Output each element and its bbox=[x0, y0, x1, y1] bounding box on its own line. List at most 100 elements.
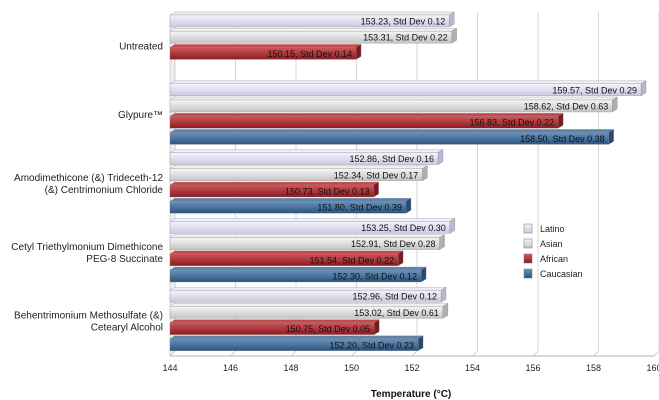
bar-value-label: 150.15, Std Dev 0.14 bbox=[267, 49, 352, 59]
bar-front bbox=[169, 14, 450, 28]
bar-latino bbox=[169, 218, 456, 234]
bar-front bbox=[169, 83, 642, 96]
bar-value-label: 152.96, Std Dev 0.12 bbox=[352, 292, 437, 302]
bar-front bbox=[169, 221, 450, 234]
bar-top bbox=[169, 129, 615, 133]
x-tick-label: 148 bbox=[283, 363, 298, 373]
bar-value-label: 153.25, Std Dev 0.30 bbox=[361, 223, 446, 233]
bar-front bbox=[169, 237, 440, 250]
bar-value-label: 150.73, Std Dev 0.13 bbox=[285, 187, 370, 197]
legend-swatch-african bbox=[523, 253, 533, 264]
grid-foot bbox=[532, 350, 539, 357]
bar-top bbox=[169, 165, 428, 169]
x-tick-label: 156 bbox=[525, 363, 540, 373]
bar-front bbox=[169, 132, 609, 145]
category-label: Cetearyl Alcohol bbox=[91, 323, 163, 334]
bar-top bbox=[169, 149, 444, 153]
bar-top bbox=[169, 28, 458, 32]
labels-layer: 144 146 148 150 152 154 156 158 160 Untreated 153.… bbox=[11, 17, 659, 374]
bar-caucasian bbox=[169, 335, 424, 352]
bar-front bbox=[169, 338, 419, 351]
category-label: Glypure™ bbox=[118, 110, 163, 121]
bar-caucasian bbox=[169, 266, 427, 283]
grid-foot bbox=[290, 350, 297, 357]
category-label: (&) Centrimonium Chloride bbox=[45, 185, 164, 196]
x-axis-title: Temperature (°C) bbox=[371, 389, 452, 400]
bar-asian bbox=[169, 27, 458, 44]
bar-front bbox=[169, 116, 559, 129]
grid-foot bbox=[230, 350, 236, 357]
legend-label-african: African bbox=[540, 254, 568, 264]
bar-african bbox=[169, 319, 380, 335]
legend-label-asian: Asian bbox=[540, 239, 563, 249]
legend: Latino Asian African Caucasian bbox=[523, 223, 583, 279]
bar-value-label: 151.54, Std Dev 0.22 bbox=[310, 255, 395, 265]
bar-value-label: 152.86, Std Dev 0.16 bbox=[349, 154, 434, 164]
bar-value-label: 153.31, Std Dev 0.22 bbox=[363, 33, 448, 43]
x-tick-label: 152 bbox=[404, 363, 419, 373]
bar-front bbox=[169, 322, 375, 335]
bar-front bbox=[169, 306, 444, 319]
bar-value-label: 152.20, Std Dev 0.23 bbox=[329, 340, 414, 350]
bar-latino bbox=[169, 11, 455, 28]
bar-front bbox=[169, 184, 374, 198]
bar-top bbox=[169, 80, 647, 84]
bar-african bbox=[169, 250, 404, 267]
grid-foot bbox=[411, 350, 418, 357]
bar-value-label: 158.50, Std Dev 0.38 bbox=[520, 134, 605, 144]
legend-label-latino: Latino bbox=[540, 224, 565, 234]
bar-african bbox=[169, 44, 362, 60]
x-tick-label: 158 bbox=[586, 363, 601, 373]
category-label: Amodimethicone (&) Trideceth-12 bbox=[14, 173, 163, 184]
category-label: Untreated bbox=[119, 41, 163, 52]
legend-label-caucasian: Caucasian bbox=[540, 269, 583, 279]
bar-front bbox=[169, 47, 357, 60]
bar-value-label: 159.57, Std Dev 0.29 bbox=[552, 85, 637, 95]
bar-african bbox=[169, 112, 564, 129]
bar-front bbox=[169, 168, 423, 181]
bars-layer bbox=[169, 11, 647, 352]
bar-top bbox=[169, 11, 455, 16]
grid-foot bbox=[593, 350, 599, 357]
bar-asian bbox=[169, 303, 449, 319]
bar-top bbox=[169, 319, 380, 323]
bar-value-label: 153.02, Std Dev 0.61 bbox=[354, 308, 439, 318]
category-label: PEG-8 Succinate bbox=[86, 254, 163, 265]
bar-value-label: 156.83, Std Dev 0.22 bbox=[470, 118, 555, 128]
bar-front bbox=[169, 269, 422, 283]
bar-front bbox=[169, 253, 399, 266]
grid-foot bbox=[472, 350, 478, 357]
bar-asian bbox=[169, 234, 446, 250]
bar-front bbox=[169, 152, 439, 165]
bar-value-label: 151.80, Std Dev 0.39 bbox=[317, 203, 402, 213]
bar-caucasian bbox=[169, 129, 615, 145]
x-tick-label: 154 bbox=[465, 363, 480, 373]
bar-front bbox=[169, 290, 442, 303]
category-label: Behentrimonium Methosulfate (&) bbox=[14, 311, 163, 322]
x-tick-label: 160 bbox=[646, 363, 659, 373]
grid-foot bbox=[653, 350, 659, 357]
bar-front bbox=[169, 31, 452, 44]
bar-latino bbox=[169, 149, 444, 165]
grid-foot bbox=[351, 350, 357, 357]
bar-front bbox=[169, 201, 407, 214]
bar-value-label: 150.75, Std Dev 0.05 bbox=[286, 324, 371, 334]
grid-foot bbox=[169, 350, 176, 357]
bar-value-label: 152.91, Std Dev 0.28 bbox=[351, 239, 436, 249]
bar-top bbox=[169, 96, 618, 101]
bar-latino bbox=[169, 286, 447, 303]
bar-top bbox=[169, 218, 456, 222]
category-label: Cetyl Triethylmonium Dimethicone bbox=[11, 242, 163, 253]
bar-caucasian bbox=[169, 197, 412, 214]
bar-latino bbox=[169, 80, 647, 97]
bar-african bbox=[169, 181, 380, 198]
legend-swatch-caucasian bbox=[523, 268, 533, 279]
bar-top bbox=[169, 287, 447, 291]
bar-top bbox=[169, 234, 446, 238]
x-tick-label: 150 bbox=[344, 363, 359, 373]
bar-top bbox=[169, 266, 427, 271]
bar-top bbox=[169, 44, 362, 48]
bar-value-label: 153.23, Std Dev 0.12 bbox=[361, 17, 446, 27]
legend-swatch-asian bbox=[523, 238, 533, 249]
